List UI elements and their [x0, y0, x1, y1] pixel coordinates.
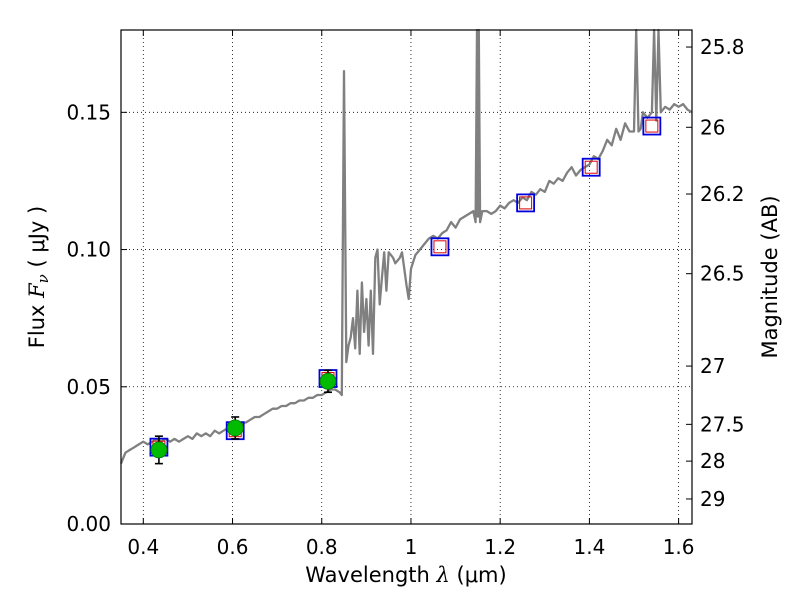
- mag-tick-label: 28: [700, 449, 725, 473]
- model-photometry-box: [642, 116, 662, 136]
- y-tick-label: 0.00: [66, 512, 111, 536]
- observed-photometry-point: [150, 441, 168, 459]
- model-photometry-marker: [584, 160, 598, 174]
- x-tick-label: 1.4: [573, 535, 605, 559]
- observed-photometry-point: [226, 419, 244, 437]
- photometry-layer: [149, 116, 662, 465]
- model-photometry-marker: [645, 119, 659, 133]
- right-axis-title: Magnitude (AB): [758, 195, 782, 358]
- y-axis-title: Flux Fν ( μJy ): [25, 206, 52, 348]
- y-tick-label: 0.10: [66, 238, 111, 262]
- mag-tick-label: 26: [700, 115, 725, 139]
- x-tick-label: 0.4: [127, 535, 159, 559]
- plot-frame: [120, 29, 693, 525]
- mag-tick-label: 26.5: [700, 262, 745, 286]
- mag-tick-label: 29: [700, 487, 725, 511]
- model-photometry-marker: [519, 196, 533, 210]
- ticks: 0.4 0.6 0.8 1 1.2 1.4 1.6 0.00 0.05 0.10 0.15 25.8 2…: [66, 30, 745, 559]
- y-tick-label: 0.05: [66, 375, 111, 399]
- model-photometry-marker: [433, 240, 447, 254]
- x-tick-label: 1: [405, 535, 418, 559]
- mag-tick-label: 25.8: [700, 35, 745, 59]
- x-tick-label: 0.6: [217, 535, 249, 559]
- model-photometry-box: [581, 157, 601, 177]
- x-axis-title: Wavelength λ (μm): [305, 563, 506, 587]
- x-tick-label: 1.6: [663, 535, 695, 559]
- model-photometry-box: [430, 237, 450, 257]
- mag-tick-label: 26.2: [700, 182, 745, 206]
- mag-tick-label: 27.5: [700, 412, 745, 436]
- observed-photometry-point: [319, 372, 337, 390]
- x-tick-label: 1.2: [484, 535, 516, 559]
- y-tick-label: 0.15: [66, 100, 111, 124]
- model-photometry-box: [516, 193, 536, 213]
- x-tick-label: 0.8: [306, 535, 338, 559]
- mag-tick-label: 27: [700, 354, 725, 378]
